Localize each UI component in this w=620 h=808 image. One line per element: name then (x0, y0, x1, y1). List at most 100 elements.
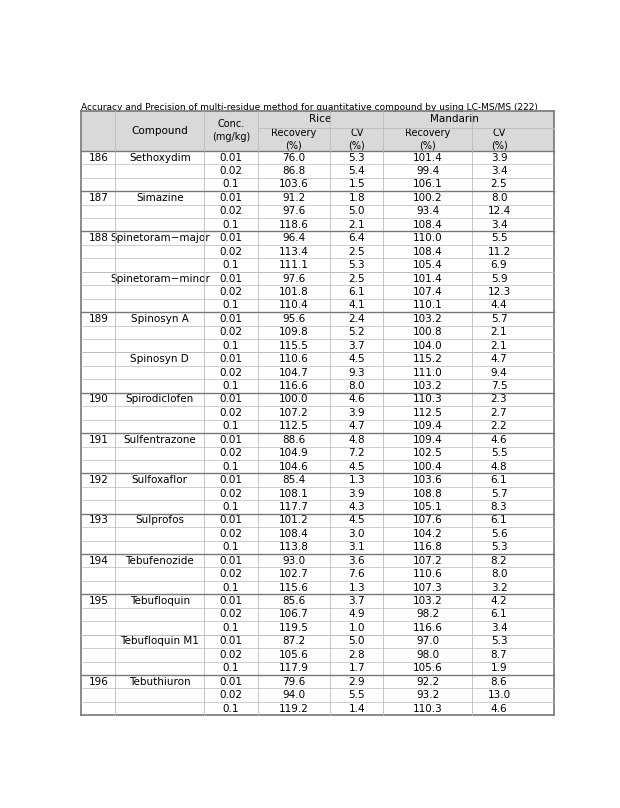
Text: 0.1: 0.1 (223, 341, 239, 351)
Text: 108.4: 108.4 (413, 246, 443, 257)
Text: 113.4: 113.4 (279, 246, 309, 257)
Text: 93.4: 93.4 (416, 206, 440, 217)
Text: 110.0: 110.0 (413, 234, 443, 243)
Text: 3.4: 3.4 (491, 220, 507, 229)
Text: 188: 188 (89, 234, 108, 243)
Text: 112.5: 112.5 (413, 408, 443, 418)
Text: 105.6: 105.6 (279, 650, 309, 660)
Text: 103.2: 103.2 (413, 596, 443, 606)
Text: Conc.
(mg/kg): Conc. (mg/kg) (212, 120, 250, 142)
Text: Spinetoram−major: Spinetoram−major (110, 234, 210, 243)
Text: 110.4: 110.4 (279, 301, 309, 310)
Text: 8.0: 8.0 (491, 193, 507, 203)
Text: 2.4: 2.4 (348, 314, 365, 324)
Text: 100.8: 100.8 (413, 327, 443, 337)
Text: 193: 193 (89, 516, 108, 525)
Text: 3.9: 3.9 (491, 153, 507, 162)
Text: Sulfoxaflor: Sulfoxaflor (132, 475, 188, 485)
Text: 0.1: 0.1 (223, 623, 239, 633)
Text: 1.9: 1.9 (491, 663, 507, 673)
Text: 0.01: 0.01 (219, 394, 242, 405)
Text: 5.5: 5.5 (348, 690, 365, 700)
Text: Accuracy and Precision of multi-residue method for quantitative compound by usin: Accuracy and Precision of multi-residue … (81, 103, 538, 112)
Text: 6.1: 6.1 (491, 609, 507, 620)
Text: 87.2: 87.2 (282, 637, 306, 646)
Text: 2.7: 2.7 (491, 408, 507, 418)
Text: 5.3: 5.3 (348, 260, 365, 270)
Text: CV
(%): CV (%) (348, 128, 365, 151)
Text: 0.01: 0.01 (219, 516, 242, 525)
Text: 1.5: 1.5 (348, 179, 365, 189)
Text: 3.4: 3.4 (491, 166, 507, 176)
Text: 101.8: 101.8 (279, 287, 309, 297)
Text: 9.4: 9.4 (491, 368, 507, 377)
Text: 0.01: 0.01 (219, 676, 242, 687)
Text: 8.0: 8.0 (491, 569, 507, 579)
Text: Recovery
(%): Recovery (%) (272, 128, 316, 151)
Text: 91.2: 91.2 (282, 193, 306, 203)
Text: 0.02: 0.02 (219, 529, 242, 539)
Text: 3.9: 3.9 (348, 489, 365, 499)
Text: 86.8: 86.8 (282, 166, 306, 176)
Text: 5.0: 5.0 (348, 637, 365, 646)
Text: 11.2: 11.2 (487, 246, 511, 257)
Text: 0.1: 0.1 (223, 301, 239, 310)
Text: 108.4: 108.4 (413, 220, 443, 229)
Text: 4.5: 4.5 (348, 516, 365, 525)
Text: 2.1: 2.1 (348, 220, 365, 229)
Text: 0.02: 0.02 (219, 448, 242, 458)
Text: 2.8: 2.8 (348, 650, 365, 660)
Text: 0.1: 0.1 (223, 381, 239, 391)
Text: 12.4: 12.4 (487, 206, 511, 217)
Text: 0.02: 0.02 (219, 609, 242, 620)
Text: 76.0: 76.0 (282, 153, 306, 162)
Text: 79.6: 79.6 (282, 676, 306, 687)
Text: 5.9: 5.9 (491, 274, 507, 284)
Text: 2.1: 2.1 (491, 327, 507, 337)
Text: 104.6: 104.6 (279, 461, 309, 472)
Text: 119.5: 119.5 (279, 623, 309, 633)
Text: 102.7: 102.7 (279, 569, 309, 579)
Text: 0.1: 0.1 (223, 502, 239, 512)
Text: Tebufloquin M1: Tebufloquin M1 (120, 637, 199, 646)
Text: 0.02: 0.02 (219, 650, 242, 660)
Text: 189: 189 (89, 314, 108, 324)
Text: 0.02: 0.02 (219, 327, 242, 337)
Text: 6.1: 6.1 (348, 287, 365, 297)
Bar (81, 111, 554, 151)
Text: 8.6: 8.6 (491, 676, 507, 687)
Text: 5.5: 5.5 (491, 448, 507, 458)
Text: 4.8: 4.8 (348, 435, 365, 444)
Text: 7.2: 7.2 (348, 448, 365, 458)
Text: 1.3: 1.3 (348, 475, 365, 485)
Text: 110.6: 110.6 (413, 569, 443, 579)
Text: 4.1: 4.1 (348, 301, 365, 310)
Text: 12.3: 12.3 (487, 287, 511, 297)
Text: 4.6: 4.6 (491, 704, 507, 713)
Text: Sulfentrazone: Sulfentrazone (123, 435, 196, 444)
Text: 107.6: 107.6 (413, 516, 443, 525)
Text: 0.01: 0.01 (219, 274, 242, 284)
Text: 109.8: 109.8 (279, 327, 309, 337)
Text: 100.2: 100.2 (413, 193, 443, 203)
Text: 0.01: 0.01 (219, 556, 242, 566)
Text: 5.7: 5.7 (491, 314, 507, 324)
Text: 5.4: 5.4 (348, 166, 365, 176)
Text: 13.0: 13.0 (487, 690, 511, 700)
Text: Tebuthiuron: Tebuthiuron (129, 676, 191, 687)
Text: 116.6: 116.6 (279, 381, 309, 391)
Text: 4.2: 4.2 (491, 596, 507, 606)
Text: 0.01: 0.01 (219, 596, 242, 606)
Text: 0.1: 0.1 (223, 542, 239, 553)
Text: 4.5: 4.5 (348, 354, 365, 364)
Text: Sulprofos: Sulprofos (135, 516, 184, 525)
Text: 106.1: 106.1 (413, 179, 443, 189)
Text: 7.5: 7.5 (491, 381, 507, 391)
Text: 7.6: 7.6 (348, 569, 365, 579)
Text: 4.7: 4.7 (348, 421, 365, 431)
Text: Spinetoram−minor: Spinetoram−minor (110, 274, 210, 284)
Text: 2.5: 2.5 (491, 179, 507, 189)
Text: 116.8: 116.8 (413, 542, 443, 553)
Text: 6.4: 6.4 (348, 234, 365, 243)
Text: 99.4: 99.4 (416, 166, 440, 176)
